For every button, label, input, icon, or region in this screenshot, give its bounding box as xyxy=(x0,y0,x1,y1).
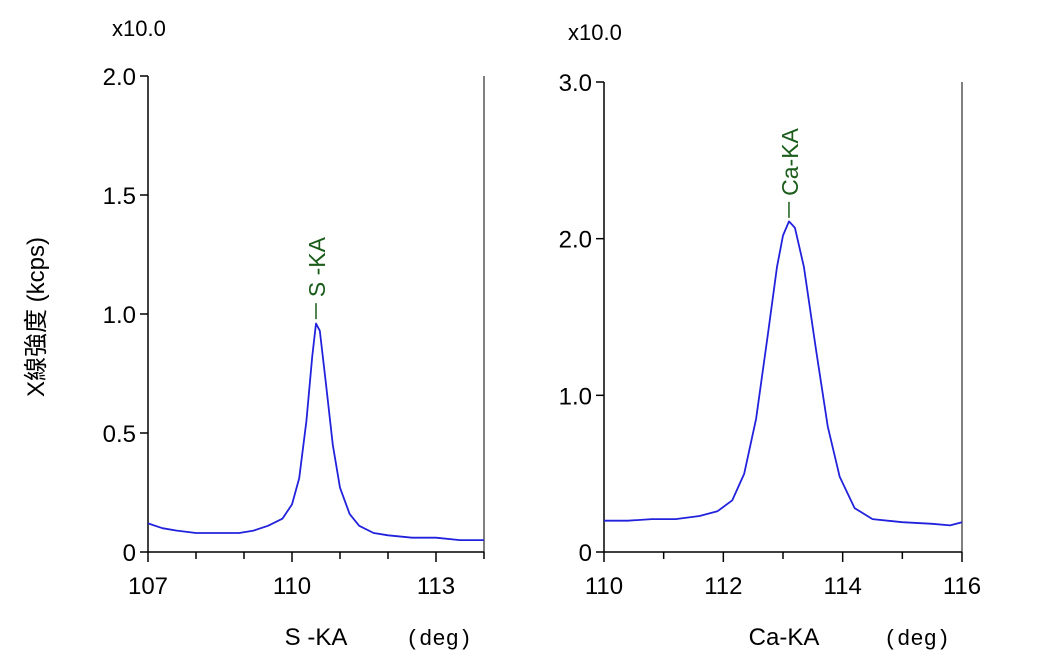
y-tick-label: 0 xyxy=(123,540,136,567)
y-tick-label: 1.0 xyxy=(103,302,136,329)
y-tick-label: 0 xyxy=(579,540,592,567)
chart-s-ka: x10.0 0 0.5 1.0 1.5 2.0 107 110 113 S -KA (deg) S -… xyxy=(103,16,485,652)
series-line xyxy=(604,220,963,527)
y-axis-label: X線強度 (kcps) xyxy=(23,237,50,397)
x-tick-label: 112 xyxy=(704,573,742,600)
y-tick-label: 1.0 xyxy=(559,383,592,410)
y-tick-label: 2.0 xyxy=(559,227,592,254)
x-axis-label: Ca-KA xyxy=(749,624,820,651)
peak-label: Ca-KA xyxy=(777,127,803,195)
x-tick-label: 116 xyxy=(943,573,981,600)
x-tick-label: 110 xyxy=(585,573,623,600)
x-axis-unit: (deg) xyxy=(406,627,472,652)
x-axis-label: S -KA xyxy=(285,624,348,651)
series-line xyxy=(147,322,484,541)
y-tick-label: 2.0 xyxy=(103,64,136,91)
x-tick-label: 110 xyxy=(273,573,311,600)
y-tick-label: 3.0 xyxy=(559,70,592,97)
x-tick-label: 107 xyxy=(128,573,168,600)
y-multiplier: x10.0 xyxy=(112,16,166,41)
y-multiplier: x10.0 xyxy=(568,20,622,45)
y-tick-label: 0.5 xyxy=(103,421,136,448)
chart-ca-ka: x10.0 0 1.0 2.0 3.0 110 112 114 116 Ca-KA (deg) Ca-… xyxy=(559,20,982,652)
y-tick-label: 1.5 xyxy=(103,183,136,210)
peak-label: S -KA xyxy=(304,236,330,297)
x-tick-label: 114 xyxy=(824,573,862,600)
x-tick-label: 113 xyxy=(417,573,455,600)
x-axis-unit: (deg) xyxy=(884,627,950,652)
